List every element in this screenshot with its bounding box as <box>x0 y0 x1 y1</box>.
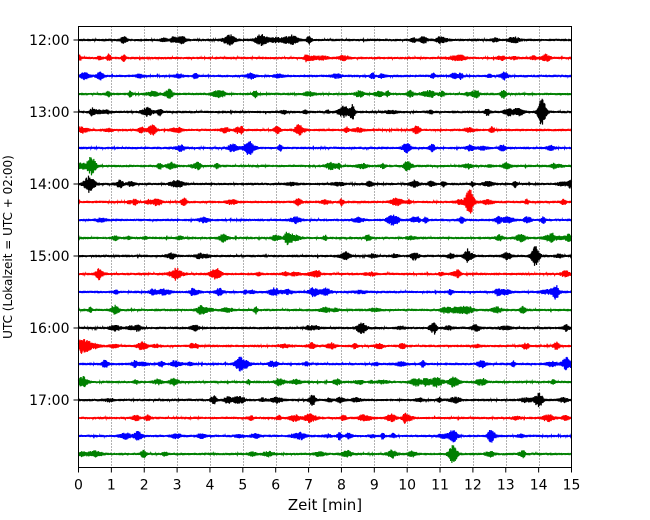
trace-1545 <box>77 304 573 315</box>
y-tick-label: 16:00 <box>29 321 69 337</box>
x-tick-label: 5 <box>238 478 247 494</box>
x-tick-label: 14 <box>530 478 548 494</box>
x-tick-label: 2 <box>140 478 149 494</box>
y-tick-label: 12:00 <box>29 33 69 49</box>
trace-1415 <box>77 189 573 214</box>
trace-1445 <box>77 231 573 246</box>
x-tick-label: 0 <box>74 478 83 494</box>
x-tick-label: 3 <box>173 478 182 494</box>
trace-1645 <box>77 376 573 388</box>
trace-1330 <box>77 141 573 155</box>
trace-1215 <box>77 53 573 63</box>
x-tick-label: 11 <box>431 478 449 494</box>
x-axis-ticks: 0 1 2 3 4 5 6 7 8 9 10 11 12 13 14 15 <box>74 467 581 494</box>
x-tick-label: 15 <box>563 478 581 494</box>
y-tick-label: 17:00 <box>29 393 69 409</box>
y-axis-label: UTC (Lokalzeit = UTC + 02:00) <box>1 155 15 339</box>
trace-1200 <box>77 34 573 46</box>
trace-1345 <box>77 157 573 176</box>
trace-1230 <box>77 71 573 81</box>
y-tick-label: 13:00 <box>29 105 69 121</box>
trace-1700 <box>77 392 573 408</box>
trace-1245 <box>77 88 573 99</box>
y-tick-label: 14:00 <box>29 177 69 193</box>
y-axis-ticks: 12:00 13:00 14:00 15:00 16:00 17:00 <box>29 33 79 409</box>
trace-1400 <box>77 175 573 193</box>
trace-1630 <box>77 356 573 372</box>
trace-1745 <box>77 445 573 463</box>
trace-1600 <box>77 322 573 335</box>
x-tick-label: 7 <box>304 478 313 494</box>
y-tick-label: 15:00 <box>29 249 69 265</box>
x-tick-label: 13 <box>497 478 515 494</box>
trace-1315 <box>77 124 573 136</box>
plot-frame <box>78 26 572 468</box>
trace-1615 <box>77 339 573 354</box>
trace-1530 <box>77 285 573 300</box>
x-tick-label: 4 <box>206 478 215 494</box>
trace-1515 <box>77 267 573 281</box>
x-tick-label: 12 <box>464 478 482 494</box>
seismic-traces <box>77 34 573 463</box>
x-axis-label: Zeit [min] <box>288 496 362 514</box>
x-tick-label: 10 <box>398 478 416 494</box>
trace-1500 <box>77 246 573 266</box>
trace-1730 <box>77 430 573 443</box>
x-tick-label: 1 <box>107 478 116 494</box>
x-tick-label: 9 <box>370 478 379 494</box>
trace-1430 <box>77 214 573 226</box>
trace-1715 <box>77 412 573 424</box>
x-tick-label: 8 <box>337 478 346 494</box>
trace-1300 <box>77 98 573 125</box>
x-tick-label: 6 <box>271 478 280 494</box>
